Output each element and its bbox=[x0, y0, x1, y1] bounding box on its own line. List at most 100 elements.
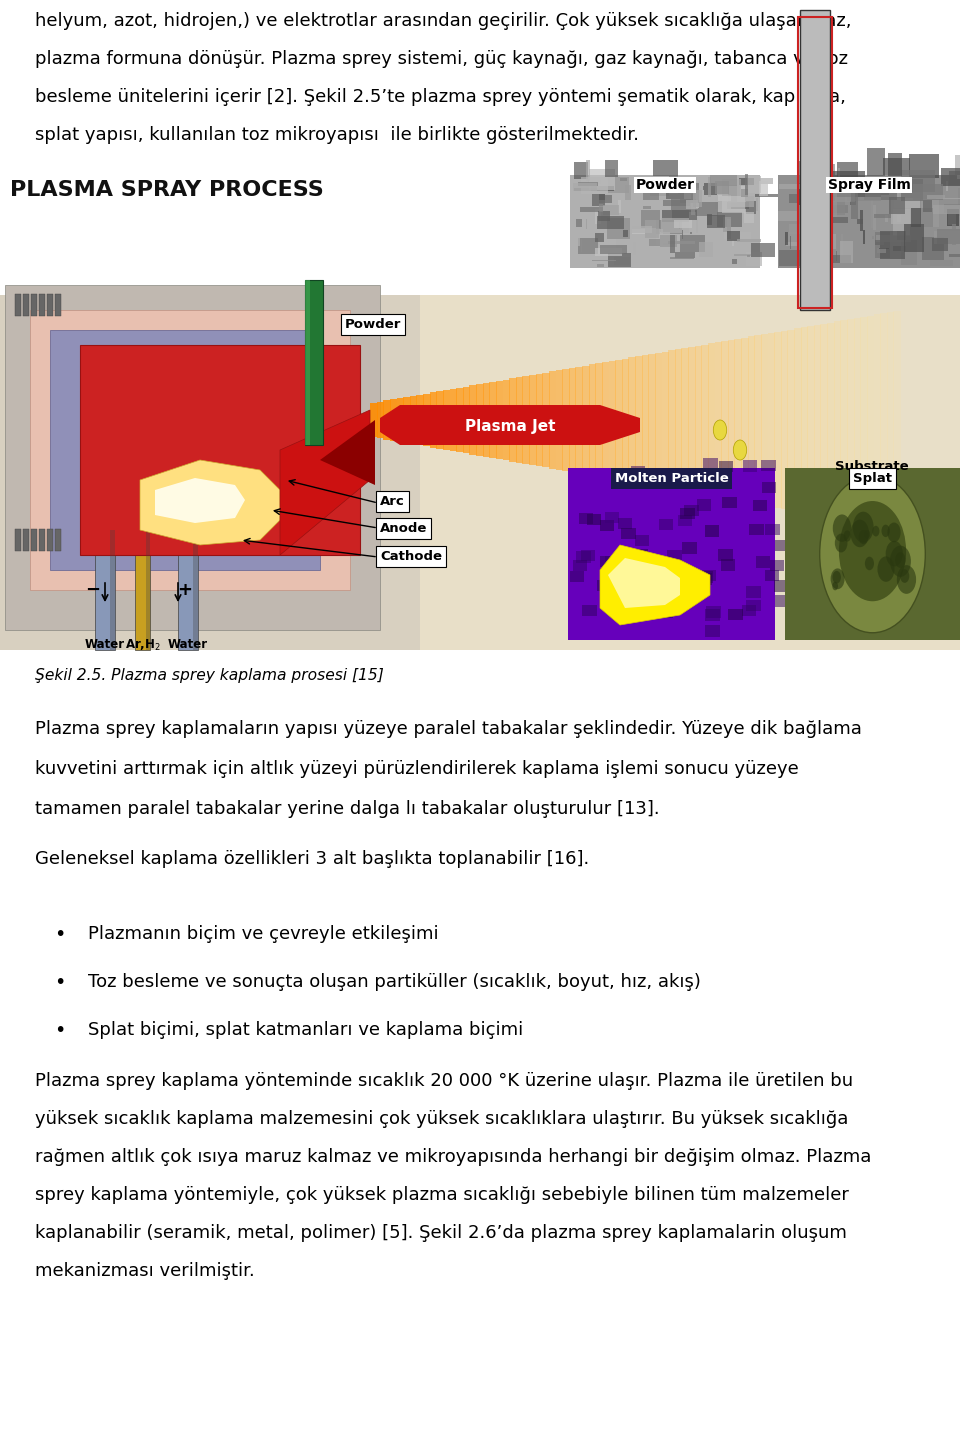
Text: Splat: Splat bbox=[853, 473, 892, 485]
Bar bbox=[807, 326, 815, 514]
Bar bbox=[828, 322, 834, 517]
Bar bbox=[15, 294, 21, 316]
Bar bbox=[625, 185, 631, 199]
Bar bbox=[578, 182, 598, 186]
Bar bbox=[889, 196, 904, 213]
Bar bbox=[5, 285, 380, 630]
Bar bbox=[832, 205, 848, 213]
Text: Spray Film: Spray Film bbox=[828, 178, 910, 192]
Bar bbox=[608, 218, 630, 239]
Bar bbox=[746, 600, 760, 611]
Circle shape bbox=[897, 566, 916, 594]
Bar bbox=[828, 235, 836, 249]
Bar bbox=[590, 259, 607, 262]
Bar bbox=[729, 609, 743, 620]
Bar bbox=[609, 361, 616, 480]
Bar bbox=[55, 528, 61, 551]
Bar bbox=[635, 536, 649, 547]
Bar bbox=[756, 557, 770, 569]
Bar bbox=[602, 362, 610, 478]
Bar bbox=[765, 570, 780, 581]
Circle shape bbox=[895, 551, 905, 569]
Circle shape bbox=[873, 526, 879, 537]
Bar bbox=[867, 315, 875, 524]
Bar bbox=[699, 571, 713, 583]
Bar bbox=[696, 218, 699, 233]
Bar bbox=[921, 199, 939, 228]
Bar bbox=[662, 200, 690, 206]
Bar bbox=[900, 169, 935, 192]
Bar bbox=[710, 175, 736, 186]
Bar bbox=[697, 188, 699, 208]
Bar bbox=[837, 162, 857, 183]
Bar bbox=[683, 543, 697, 554]
Bar bbox=[305, 281, 310, 445]
Bar bbox=[748, 337, 756, 504]
Bar bbox=[774, 332, 781, 508]
Circle shape bbox=[820, 475, 925, 633]
Bar bbox=[684, 504, 699, 516]
Text: tamamen paralel tabakalar yerine dalga lı tabakalar oluşturulur [13].: tamamen paralel tabakalar yerine dalga l… bbox=[35, 800, 660, 818]
Text: Molten Particle: Molten Particle bbox=[614, 473, 729, 485]
Bar bbox=[708, 473, 722, 484]
Bar bbox=[873, 205, 876, 231]
Bar bbox=[797, 160, 830, 183]
Bar bbox=[668, 241, 695, 245]
Bar bbox=[924, 200, 932, 212]
Bar bbox=[574, 162, 588, 179]
Bar bbox=[775, 596, 789, 607]
Bar bbox=[728, 339, 735, 500]
Bar bbox=[840, 321, 848, 520]
Bar bbox=[850, 178, 855, 205]
Bar bbox=[556, 371, 564, 470]
Bar bbox=[383, 401, 391, 440]
Bar bbox=[599, 205, 603, 212]
Bar bbox=[705, 526, 719, 537]
Bar bbox=[947, 180, 948, 192]
Bar bbox=[836, 251, 837, 261]
Bar bbox=[679, 222, 680, 229]
Bar bbox=[708, 344, 715, 497]
Bar bbox=[847, 319, 854, 521]
Bar bbox=[671, 199, 696, 212]
Bar bbox=[0, 295, 420, 650]
Text: Anode: Anode bbox=[380, 523, 427, 536]
Circle shape bbox=[900, 569, 909, 583]
Bar bbox=[887, 312, 895, 528]
Bar bbox=[756, 198, 757, 211]
Bar bbox=[631, 465, 645, 477]
Bar bbox=[443, 390, 450, 450]
Text: Arc: Arc bbox=[380, 495, 405, 508]
Bar bbox=[722, 196, 745, 213]
Bar bbox=[653, 591, 667, 603]
Bar bbox=[951, 223, 955, 245]
Bar bbox=[579, 513, 593, 524]
Bar bbox=[875, 241, 884, 245]
Text: •: • bbox=[54, 1021, 65, 1040]
Bar bbox=[30, 309, 350, 590]
Bar bbox=[942, 169, 960, 186]
Text: Cathode: Cathode bbox=[380, 550, 442, 563]
Bar bbox=[891, 198, 920, 223]
Bar bbox=[574, 188, 600, 190]
Bar bbox=[573, 183, 597, 190]
Bar bbox=[590, 186, 613, 190]
Bar bbox=[31, 528, 37, 551]
Circle shape bbox=[835, 534, 848, 553]
Circle shape bbox=[881, 524, 890, 537]
Bar bbox=[932, 238, 948, 251]
Bar bbox=[770, 560, 784, 571]
Bar bbox=[707, 215, 725, 228]
Circle shape bbox=[713, 420, 727, 440]
Bar bbox=[581, 550, 595, 561]
Bar bbox=[570, 175, 760, 268]
Bar bbox=[747, 255, 751, 256]
Bar bbox=[622, 358, 630, 481]
Bar bbox=[403, 397, 411, 442]
Bar bbox=[853, 318, 861, 523]
Bar bbox=[469, 385, 477, 454]
Text: kuvvetini arttırmak için altlık yüzeyi pürüzlendirilerek kaplama işlemi sonucu y: kuvvetini arttırmak için altlık yüzeyi p… bbox=[35, 760, 799, 778]
Bar bbox=[668, 351, 676, 490]
Polygon shape bbox=[600, 546, 710, 624]
Bar bbox=[603, 205, 619, 215]
